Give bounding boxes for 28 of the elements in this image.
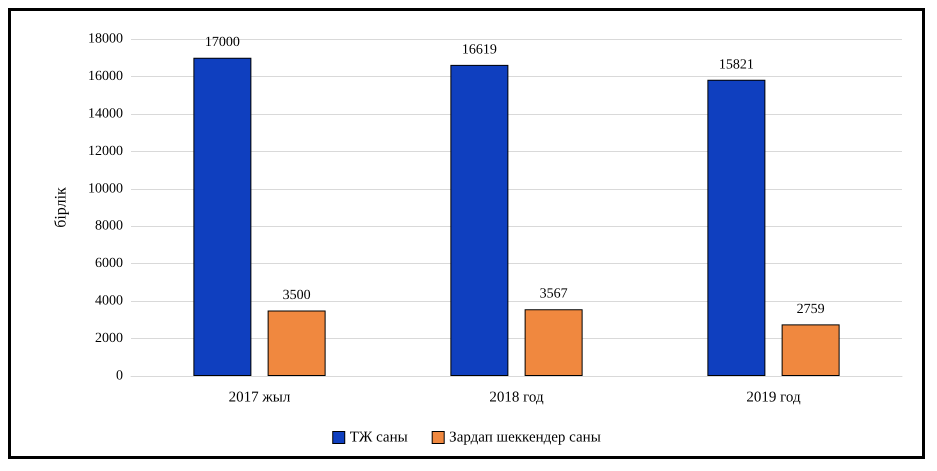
bar — [524, 309, 583, 376]
bar — [193, 58, 252, 376]
data-label: 2759 — [796, 302, 825, 317]
y-tick-label: 12000 — [88, 144, 123, 159]
x-tick-label: 2017 жыл — [228, 390, 291, 406]
y-tick-label: 18000 — [88, 32, 123, 46]
legend-label: ТЖ саны — [350, 430, 408, 446]
data-label: 3567 — [540, 286, 568, 302]
data-label: 16619 — [462, 42, 497, 58]
data-label: 17000 — [204, 35, 240, 50]
y-tick-label: 4000 — [95, 294, 123, 309]
data-label: 3500 — [282, 288, 311, 303]
y-axis-title: бірлік — [52, 186, 70, 228]
legend-label: Зардап шеккендер саны — [449, 430, 601, 446]
y-tick-label: 6000 — [95, 256, 123, 272]
data-label: 15821 — [718, 57, 754, 72]
y-tick-label: 10000 — [88, 181, 123, 196]
bar — [782, 324, 840, 376]
bar — [450, 64, 508, 376]
y-tick-label: 16000 — [88, 68, 123, 84]
bar — [268, 310, 326, 376]
y-tick-label: 2000 — [95, 331, 123, 346]
x-tick-label: 2018 год — [489, 390, 544, 406]
y-tick-label: 14000 — [88, 106, 123, 122]
x-tick-label: 2019 год — [746, 390, 801, 406]
bar — [707, 80, 766, 376]
y-tick-label: 8000 — [95, 218, 123, 234]
y-tick-label: 0 — [116, 368, 123, 384]
